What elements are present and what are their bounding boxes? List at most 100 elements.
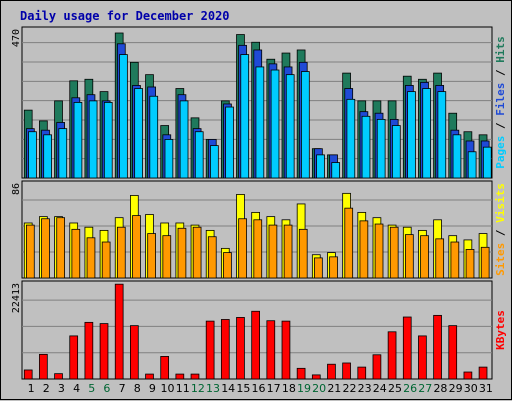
x-tick-label: 21 [327,382,341,395]
bar-pages-day-24 [376,118,386,179]
bar-pages-day-31 [482,146,492,179]
bar-kbytes-day-28 [433,314,442,380]
bar-sites-day-24 [374,223,384,279]
legend-entry: Visits [494,183,507,229]
legend-hits-files-pages: Pages / Files / Hits [494,36,507,169]
bar-kbytes-day-3 [54,373,63,380]
panel-visits-sites: 86 Sites / Visits [11,180,507,279]
bar-kbytes-day-10 [160,356,170,380]
x-tick-label: 19 [297,382,311,395]
bar-sites-day-20 [314,257,323,279]
bar-sites-day-2 [41,218,50,279]
bar-sites-day-25 [389,226,399,279]
bar-pages-day-19 [301,71,310,179]
bar-pages-day-14 [225,106,234,179]
bar-pages-day-10 [164,139,174,179]
bar-sites-day-22 [344,207,354,279]
x-tick-label: 16 [252,382,266,395]
bar-pages-day-25 [391,125,401,179]
bar-pages-day-16 [255,66,265,179]
panels-layer: 470 Pages / Files / Hits 86 Sites / Visits 2… [11,26,507,380]
bar-pages-day-21 [331,162,341,179]
bar-pages-day-11 [179,100,189,179]
bar-sites-day-11 [177,227,187,279]
bar-sites-day-21 [329,256,338,279]
x-tick-label: 4 [73,382,80,395]
x-tick-label: 29 [449,382,463,395]
bar-pages-day-22 [346,98,356,179]
x-tick-label: 9 [149,382,156,395]
y-max-label: 86 [11,183,22,195]
x-tick-label: 28 [433,382,447,395]
bar-pages-day-27 [422,88,431,179]
x-tick-label: 22 [342,382,356,395]
bar-sites-day-16 [253,219,263,279]
x-tick-label: 6 [103,382,110,395]
x-tick-label: 8 [134,382,141,395]
x-tick-label: 31 [479,382,493,395]
legend-entry: / [494,122,507,136]
bar-sites-day-30 [465,249,475,279]
x-tick-label: 1 [28,382,35,395]
bar-kbytes-day-16 [251,310,260,380]
bar-kbytes-day-21 [327,363,336,380]
bar-pages-day-29 [452,134,462,179]
bar-kbytes-day-5 [84,321,94,380]
bar-kbytes-day-19 [296,367,306,380]
bar-sites-day-7 [116,226,126,279]
bar-kbytes-day-12 [190,373,200,380]
x-tick-label: 20 [312,382,326,395]
bar-kbytes-day-27 [418,335,427,380]
bar-pages-day-30 [467,151,477,179]
bar-sites-day-31 [480,246,490,279]
bar-pages-day-9 [149,95,159,179]
bar-pages-day-15 [240,54,250,179]
bar-pages-day-18 [285,74,295,179]
bar-sites-day-14 [223,252,232,279]
legend-entry: / [494,69,507,83]
bar-kbytes-day-11 [175,373,185,380]
bar-pages-day-12 [194,131,204,179]
legend-entry: Pages [494,136,507,169]
bar-sites-day-3 [56,217,66,279]
bar-pages-day-17 [270,69,280,179]
bar-kbytes-day-20 [311,374,321,380]
panel-hits-files-pages: 470 Pages / Files / Hits [11,26,507,179]
bar-sites-day-8 [132,215,141,279]
bar-sites-day-26 [405,234,414,279]
bar-kbytes-day-22 [342,362,351,380]
x-tick-label: 12 [191,382,205,395]
bar-pages-day-13 [210,145,219,179]
bar-pages-day-6 [103,102,113,179]
bar-kbytes-day-17 [266,320,276,380]
x-tick-label: 23 [358,382,372,395]
bar-sites-day-13 [207,236,217,279]
bar-kbytes-day-31 [478,366,488,380]
bar-sites-day-10 [162,235,172,279]
x-axis-labels: 1 2 3 4 5 6 7 8 9 10 11 12 13 14 15 16 17 18 19 20 21 22 23 24 2… [28,382,493,395]
bar-kbytes-day-6 [99,323,109,380]
x-tick-label: 25 [388,382,402,395]
bar-sites-day-9 [147,233,156,279]
x-tick-label: 30 [464,382,478,395]
bar-pages-day-23 [361,115,371,179]
x-tick-label: 5 [88,382,95,395]
legend-entry: Sites [494,243,507,276]
y-max-label: 22413 [11,283,22,313]
bar-pages-day-1 [28,131,37,179]
legend-kbytes: KBytes [494,310,507,350]
bar-kbytes-day-8 [130,325,139,380]
bar-kbytes-day-15 [236,317,245,380]
bar-kbytes-day-7 [114,283,124,380]
bar-kbytes-day-30 [463,371,473,380]
bar-pages-day-28 [437,91,447,179]
panel-kbytes: 22413 KBytes [11,280,507,380]
bar-kbytes-day-9 [145,373,154,380]
x-tick-label: 10 [161,382,175,395]
bar-kbytes-day-24 [372,354,382,380]
bar-pages-day-7 [119,54,128,179]
bar-pages-day-26 [407,91,416,179]
bar-sites-day-23 [359,220,369,279]
x-tick-label: 27 [418,382,432,395]
bar-sites-day-4 [71,228,81,279]
